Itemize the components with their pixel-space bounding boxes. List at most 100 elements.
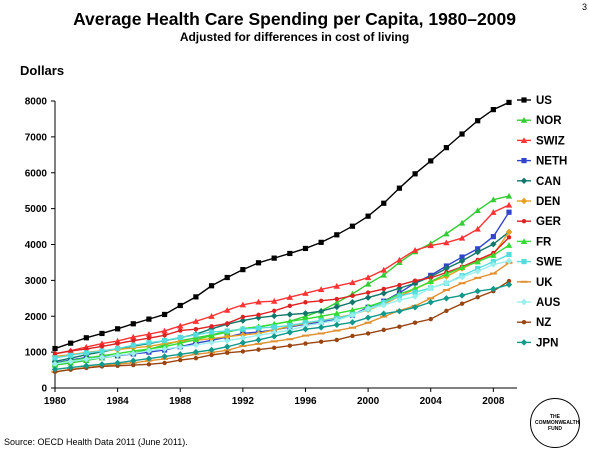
legend-marker-us (521, 97, 527, 103)
data-point-us (302, 245, 309, 252)
data-point-nor (505, 192, 513, 199)
data-point-swe (68, 352, 74, 358)
data-point-us (99, 330, 105, 337)
legend-label-swiz: SWIZ (536, 135, 565, 147)
data-point-swe (506, 251, 512, 258)
series-swiz (51, 201, 513, 357)
data-point-us (318, 239, 324, 245)
data-point-nz (178, 357, 183, 363)
y-tick-label: 0 (41, 384, 47, 395)
data-point-aus (411, 293, 419, 300)
data-point-aus (145, 347, 153, 354)
data-point-uk (270, 340, 278, 343)
data-point-swiz (239, 301, 247, 308)
data-point-den (239, 331, 247, 339)
data-point-uk (458, 282, 466, 285)
data-point-nz (475, 295, 480, 300)
data-point-us (412, 171, 418, 177)
legend-marker-swiz (520, 137, 528, 143)
data-point-den (505, 228, 513, 236)
data-point-can (364, 294, 372, 301)
y-tick-label: 4000 (25, 240, 48, 251)
legend-label-swe: SWE (536, 257, 563, 269)
data-point-swiz (177, 322, 184, 329)
series-line-swiz (54, 204, 510, 355)
y-tick-label: 7000 (25, 132, 48, 143)
data-point-us (161, 311, 168, 318)
data-point-jpn (427, 299, 434, 306)
chart-axes: 0 1000 2000 3000 4000 5000 6000 7000 8000 1980 198… (25, 97, 517, 407)
series-line-nz (54, 280, 510, 373)
data-point-nz (381, 327, 386, 333)
legend-marker-nor (520, 117, 528, 123)
legend-label-den: DEN (536, 196, 560, 208)
data-point-can (302, 310, 309, 317)
legend-label-can: CAN (536, 176, 561, 188)
legend-label-us: US (536, 95, 552, 107)
data-point-uk (286, 338, 294, 341)
data-point-neth (475, 246, 481, 252)
data-point-nz (506, 278, 512, 284)
data-point-can (239, 317, 247, 324)
legend-marker-ger (521, 219, 527, 224)
chart-title: Average Health Care Spending per Capita,… (73, 9, 516, 29)
data-point-can (474, 248, 481, 256)
data-point-us (396, 185, 403, 191)
legend-label-neth: NETH (536, 156, 567, 168)
source-note: Source: OECD Health Data 2011 (June 2011… (4, 437, 188, 447)
data-point-aus (396, 296, 403, 304)
data-point-can (443, 265, 450, 272)
data-point-swe (255, 325, 262, 331)
data-point-ger (506, 235, 512, 240)
data-point-swe (146, 340, 152, 346)
data-point-swe (130, 342, 136, 348)
data-point-neth (506, 209, 512, 215)
data-point-jpn (474, 287, 481, 295)
data-point-us (68, 340, 74, 346)
data-point-jpn (302, 325, 309, 333)
data-point-nz (428, 316, 433, 322)
data-point-swiz (145, 330, 153, 337)
data-point-swiz (490, 209, 497, 215)
data-point-jpn (317, 324, 325, 331)
data-point-aus (67, 358, 74, 365)
data-point-swe (177, 334, 183, 341)
data-point-nz (397, 324, 402, 329)
data-point-swiz (474, 225, 481, 232)
data-point-jpn (255, 336, 262, 344)
data-point-swe (52, 355, 58, 361)
data-point-aus (474, 268, 481, 275)
data-point-swe (412, 289, 418, 295)
data-point-swiz (98, 340, 106, 347)
data-point-ger (84, 346, 89, 352)
data-point-swe (287, 322, 293, 329)
data-point-aus (458, 273, 466, 281)
data-point-swiz (317, 286, 325, 292)
data-point-nor (458, 219, 466, 226)
data-point-ger (365, 290, 371, 295)
data-point-us (208, 283, 215, 289)
data-point-ger (225, 321, 230, 326)
legend-marker-fr (520, 238, 528, 244)
data-point-aus (51, 360, 59, 368)
data-point-aus (239, 334, 247, 342)
data-point-nz (271, 345, 277, 351)
data-point-nor (364, 280, 372, 287)
data-point-jpn (505, 281, 513, 288)
data-point-jpn (443, 295, 450, 302)
data-point-aus (208, 339, 215, 346)
data-point-uk (489, 272, 497, 275)
data-point-us (177, 302, 183, 309)
data-point-jpn (380, 310, 387, 317)
logo-text: THE COMMONWEALTH FUND (535, 414, 580, 432)
data-point-swe (271, 324, 277, 330)
data-point-swe (224, 328, 230, 334)
data-point-aus (98, 354, 106, 361)
x-tick-label: 1984 (106, 396, 129, 407)
data-point-ger (412, 278, 418, 283)
data-point-ger (303, 300, 308, 305)
data-point-can (349, 299, 356, 306)
data-point-nz (131, 362, 136, 368)
data-point-us (52, 345, 58, 352)
